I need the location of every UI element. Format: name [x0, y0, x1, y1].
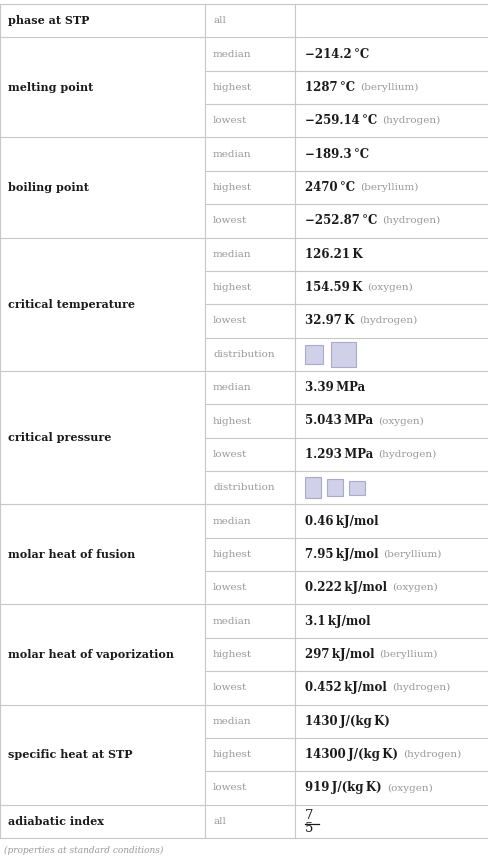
- Text: adiabatic index: adiabatic index: [8, 816, 103, 827]
- Text: (beryllium): (beryllium): [379, 650, 437, 659]
- Text: molar heat of vaporization: molar heat of vaporization: [8, 649, 174, 660]
- Text: median: median: [213, 49, 251, 59]
- Text: specific heat at STP: specific heat at STP: [8, 749, 132, 760]
- Text: −189.3 °C: −189.3 °C: [305, 148, 368, 161]
- Text: lowest: lowest: [213, 583, 247, 593]
- Text: lowest: lowest: [213, 317, 247, 325]
- Text: median: median: [213, 717, 251, 726]
- Bar: [330, 342, 355, 367]
- Text: −259.14 °C: −259.14 °C: [305, 114, 376, 127]
- Bar: [326, 479, 342, 497]
- Text: 3.1 kJ/mol: 3.1 kJ/mol: [305, 615, 370, 628]
- Text: (hydrogen): (hydrogen): [382, 116, 440, 125]
- Text: −214.2 °C: −214.2 °C: [305, 48, 368, 61]
- Text: highest: highest: [213, 283, 252, 292]
- Text: 126.21 K: 126.21 K: [305, 247, 362, 260]
- Text: (oxygen): (oxygen): [366, 283, 412, 292]
- Text: highest: highest: [213, 83, 252, 92]
- Text: (oxygen): (oxygen): [386, 784, 431, 792]
- Text: 1287 °C: 1287 °C: [305, 81, 354, 94]
- Text: 5: 5: [305, 822, 313, 836]
- Text: 297 kJ/mol: 297 kJ/mol: [305, 648, 374, 661]
- Text: (beryllium): (beryllium): [383, 550, 441, 559]
- Text: median: median: [213, 150, 251, 158]
- Text: highest: highest: [213, 750, 252, 759]
- Text: lowest: lowest: [213, 683, 247, 692]
- Text: all: all: [213, 16, 225, 25]
- Text: 7: 7: [305, 809, 313, 822]
- Text: 919 J/(kg K): 919 J/(kg K): [305, 781, 381, 794]
- Text: median: median: [213, 516, 251, 526]
- Text: 5.043 MPa: 5.043 MPa: [305, 414, 372, 427]
- Text: (hydrogen): (hydrogen): [382, 216, 440, 226]
- Bar: [305, 345, 323, 363]
- Text: median: median: [213, 617, 251, 625]
- Text: (properties at standard conditions): (properties at standard conditions): [4, 845, 163, 855]
- Text: 0.46 kJ/mol: 0.46 kJ/mol: [305, 515, 378, 528]
- Text: lowest: lowest: [213, 450, 247, 458]
- Bar: [348, 481, 364, 495]
- Text: highest: highest: [213, 550, 252, 559]
- Text: melting point: melting point: [8, 82, 93, 93]
- Text: (hydrogen): (hydrogen): [391, 683, 449, 693]
- Text: 7.95 kJ/mol: 7.95 kJ/mol: [305, 548, 378, 561]
- Text: 0.452 kJ/mol: 0.452 kJ/mol: [305, 682, 386, 695]
- Text: lowest: lowest: [213, 216, 247, 226]
- Text: 14300 J/(kg K): 14300 J/(kg K): [305, 748, 397, 761]
- Text: highest: highest: [213, 183, 252, 192]
- Text: critical pressure: critical pressure: [8, 432, 111, 443]
- Text: 2470 °C: 2470 °C: [305, 181, 354, 194]
- Text: critical temperature: critical temperature: [8, 298, 135, 310]
- Text: distribution: distribution: [213, 484, 274, 492]
- Text: (beryllium): (beryllium): [359, 83, 418, 92]
- Bar: [305, 477, 320, 498]
- Text: median: median: [213, 383, 251, 392]
- Text: distribution: distribution: [213, 349, 274, 359]
- Text: (hydrogen): (hydrogen): [378, 450, 436, 459]
- Text: (hydrogen): (hydrogen): [359, 317, 417, 325]
- Text: molar heat of fusion: molar heat of fusion: [8, 549, 135, 560]
- Text: 1430 J/(kg K): 1430 J/(kg K): [305, 714, 389, 727]
- Text: 0.222 kJ/mol: 0.222 kJ/mol: [305, 581, 386, 594]
- Text: (oxygen): (oxygen): [377, 416, 423, 426]
- Text: highest: highest: [213, 650, 252, 659]
- Text: median: median: [213, 250, 251, 259]
- Text: all: all: [213, 817, 225, 826]
- Text: (hydrogen): (hydrogen): [402, 750, 460, 759]
- Text: lowest: lowest: [213, 784, 247, 792]
- Text: 1.293 MPa: 1.293 MPa: [305, 448, 372, 461]
- Text: 154.59 K: 154.59 K: [305, 281, 362, 294]
- Text: (beryllium): (beryllium): [359, 183, 418, 192]
- Text: phase at STP: phase at STP: [8, 16, 89, 26]
- Text: highest: highest: [213, 417, 252, 426]
- Text: −252.87 °C: −252.87 °C: [305, 215, 377, 227]
- Text: boiling point: boiling point: [8, 182, 89, 193]
- Text: 32.97 K: 32.97 K: [305, 314, 354, 328]
- Text: lowest: lowest: [213, 116, 247, 125]
- Text: 3.39 MPa: 3.39 MPa: [305, 381, 365, 394]
- Text: (oxygen): (oxygen): [391, 583, 437, 593]
